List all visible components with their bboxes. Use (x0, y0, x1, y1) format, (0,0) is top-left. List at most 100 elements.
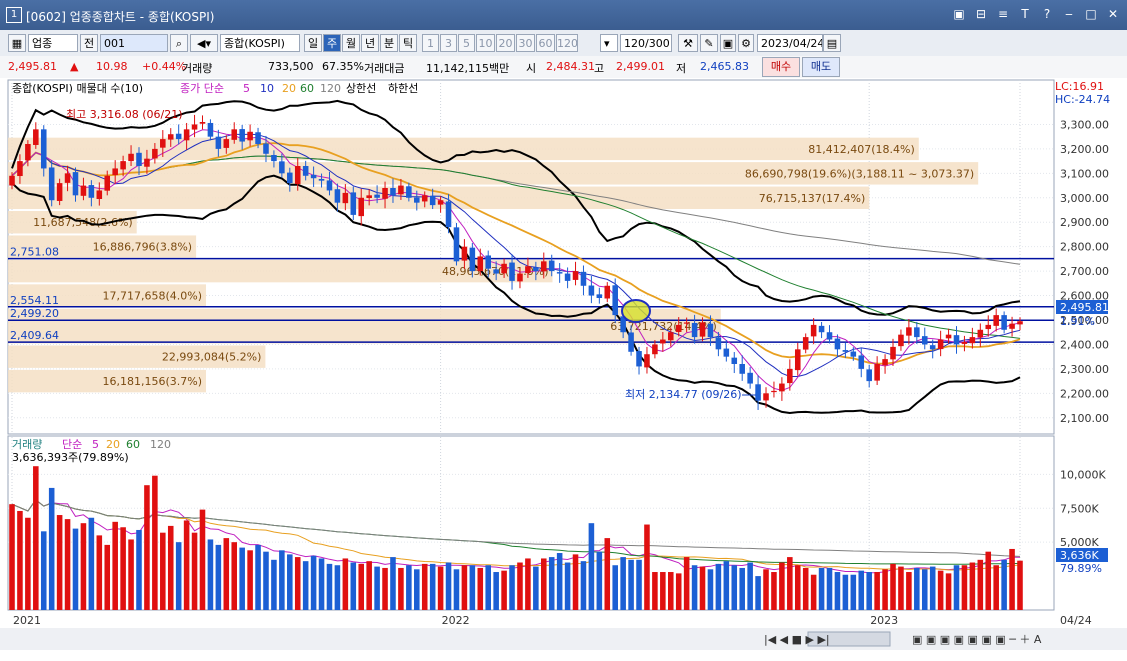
save-layout-icon[interactable]: ⊟ (975, 7, 987, 21)
interval-button-1[interactable]: 3 (440, 34, 457, 52)
candle-body (183, 129, 190, 141)
candle-body (636, 351, 642, 367)
volume-bar (794, 565, 801, 610)
candle-body (501, 263, 507, 274)
candle-body (390, 188, 396, 196)
zoom-tools-icons[interactable]: ▣ ▣ ▣ ▣ ▣ ▣ ▣ ─ ＋ A (912, 633, 1042, 646)
prev-button[interactable]: 전 (80, 34, 98, 52)
volume-bar (890, 563, 896, 610)
code-input[interactable]: 001 (100, 34, 168, 52)
volume-bar (326, 563, 333, 610)
grid-menu-icon[interactable]: ▦ (8, 34, 26, 52)
volume-bar (493, 572, 499, 610)
candle-body (906, 327, 912, 336)
save-icon[interactable]: ▣ (720, 34, 736, 52)
candle-body (961, 342, 968, 344)
period-tab-2[interactable]: 월 (342, 34, 360, 52)
calendar-icon[interactable]: ▤ (823, 34, 841, 52)
candle-body (239, 129, 245, 142)
date-input[interactable]: 2023/04/24 (757, 34, 823, 52)
volume-bar (207, 539, 214, 610)
candle-body (914, 327, 920, 338)
candle-body (255, 132, 261, 144)
period-tab-1[interactable]: 주 (323, 34, 341, 52)
help-icon[interactable]: ? (1043, 7, 1051, 21)
interval-button-7[interactable]: 120 (556, 34, 578, 52)
current-price: 2,495.81 (8, 60, 57, 73)
tools-icon[interactable]: ⚒ (678, 34, 698, 52)
volume-bar (437, 566, 444, 610)
volume-profile-bar (8, 211, 137, 234)
navigation-icons[interactable]: |◀ ◀ ■ ▶ ▶| (764, 633, 830, 646)
candle-body (588, 285, 595, 296)
candle-body (72, 172, 79, 196)
change-percent: +0.44% (142, 60, 187, 73)
volume-bar (64, 519, 71, 610)
close-icon[interactable]: ✕ (1107, 7, 1119, 21)
hc-label: HC:-24.74 (1055, 93, 1110, 106)
interval-button-0[interactable]: 1 (422, 34, 439, 52)
volume-bar (302, 561, 309, 610)
volume-profile-label: 76,715,137(17.4%) (759, 192, 866, 205)
speaker-icon[interactable]: ◀▾ (190, 34, 218, 52)
draw-icon[interactable]: ✎ (700, 34, 718, 52)
volume-bar (707, 569, 714, 610)
support-line-label: 2,751.08 (10, 246, 59, 259)
volume-bar (779, 562, 785, 610)
candle-body (564, 273, 571, 281)
interval-button-4[interactable]: 20 (496, 34, 515, 52)
menu-icon[interactable]: ≡ (997, 7, 1009, 21)
candle-body (731, 357, 738, 364)
volume-bar (937, 570, 944, 610)
buy-button[interactable]: 매수 (762, 57, 800, 77)
volume-bar (620, 557, 626, 610)
volume-bar (771, 572, 777, 610)
candle-body (175, 133, 182, 140)
chart-svg[interactable]: 81,412,407(18.4%) 86,690,798(19.6%)(3,188… (0, 78, 1127, 658)
current-volume-box (1056, 548, 1108, 562)
interval-dropdown[interactable]: ▾ (600, 34, 618, 52)
volume-bar (977, 559, 984, 610)
candle-body (453, 227, 460, 262)
period-tab-3[interactable]: 년 (361, 34, 379, 52)
font-icon[interactable]: T (1021, 7, 1029, 21)
candle-body (477, 256, 484, 272)
low-value: 2,465.83 (700, 60, 749, 73)
count-input[interactable]: 120/300 (620, 34, 672, 52)
volume-bar (636, 559, 642, 610)
candle-body (882, 359, 888, 366)
market-select[interactable]: 업종 (28, 34, 78, 52)
candle-body (96, 190, 103, 199)
volume-bar (914, 567, 920, 610)
volume-current-label: 3,636,393주(79.89%) (12, 451, 129, 464)
settings-icon[interactable]: ⚙ (738, 34, 754, 52)
candle-body (382, 188, 388, 199)
price-panel-title: 종합(KOSPI) 매물대 수(10) (12, 82, 143, 95)
period-tab-4[interactable]: 분 (380, 34, 398, 52)
candle-body (271, 155, 277, 162)
search-icon[interactable]: ⌕ (170, 34, 188, 52)
support-line-label: 2,409.64 (10, 329, 59, 342)
volume-bar (469, 565, 476, 610)
period-tab-0[interactable]: 일 (304, 34, 322, 52)
scroll-thumb[interactable] (807, 631, 891, 647)
volume-bar (366, 561, 372, 610)
interval-button-2[interactable]: 5 (458, 34, 475, 52)
interval-button-3[interactable]: 10 (476, 34, 495, 52)
candle-body (556, 272, 563, 274)
window-number-icon[interactable]: 1 (6, 7, 22, 23)
interval-button-5[interactable]: 30 (516, 34, 535, 52)
interval-button-6[interactable]: 60 (536, 34, 555, 52)
volume-bar (239, 547, 245, 610)
link-icon[interactable]: ▣ (953, 7, 965, 21)
maximize-icon[interactable]: □ (1085, 7, 1097, 21)
sell-button[interactable]: 매도 (802, 57, 840, 77)
volume-bar (247, 550, 253, 610)
volume-bar (556, 553, 563, 610)
volume-bar (834, 572, 841, 610)
candle-body (366, 195, 372, 199)
minimize-icon[interactable]: ‒ (1065, 7, 1073, 21)
candle-body (25, 144, 31, 161)
period-tab-5[interactable]: 틱 (399, 34, 417, 52)
volume-tick-label: 5,000K (1060, 536, 1099, 549)
